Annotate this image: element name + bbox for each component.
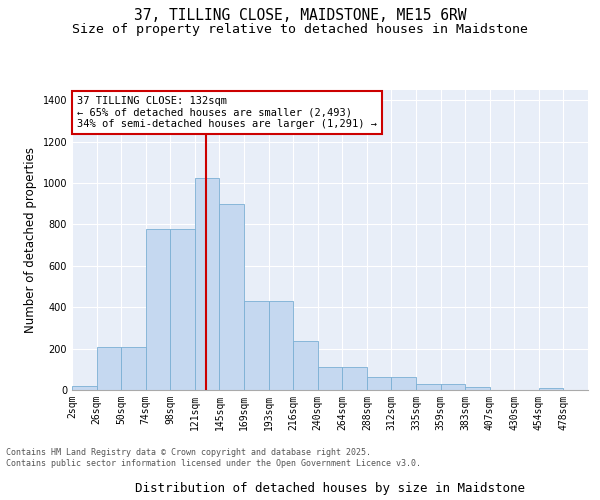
Bar xyxy=(195,178,220,390)
Bar xyxy=(72,386,97,390)
Bar xyxy=(293,342,318,390)
Bar xyxy=(342,367,367,390)
Bar xyxy=(318,367,342,390)
Bar xyxy=(244,301,269,390)
Bar xyxy=(391,376,416,390)
Bar xyxy=(121,346,146,390)
Bar xyxy=(465,387,490,390)
Bar xyxy=(367,376,391,390)
Bar xyxy=(539,388,563,390)
Text: 37, TILLING CLOSE, MAIDSTONE, ME15 6RW: 37, TILLING CLOSE, MAIDSTONE, ME15 6RW xyxy=(134,8,466,22)
Bar xyxy=(170,228,195,390)
Y-axis label: Number of detached properties: Number of detached properties xyxy=(24,147,37,333)
Bar xyxy=(440,384,465,390)
Bar xyxy=(269,301,293,390)
Bar xyxy=(146,228,170,390)
Text: Size of property relative to detached houses in Maidstone: Size of property relative to detached ho… xyxy=(72,22,528,36)
Bar xyxy=(220,204,244,390)
Text: Contains HM Land Registry data © Crown copyright and database right 2025.
Contai: Contains HM Land Registry data © Crown c… xyxy=(6,448,421,468)
Text: Distribution of detached houses by size in Maidstone: Distribution of detached houses by size … xyxy=(135,482,525,495)
Bar xyxy=(416,384,440,390)
Text: 37 TILLING CLOSE: 132sqm
← 65% of detached houses are smaller (2,493)
34% of sem: 37 TILLING CLOSE: 132sqm ← 65% of detach… xyxy=(77,96,377,129)
Bar xyxy=(97,346,121,390)
